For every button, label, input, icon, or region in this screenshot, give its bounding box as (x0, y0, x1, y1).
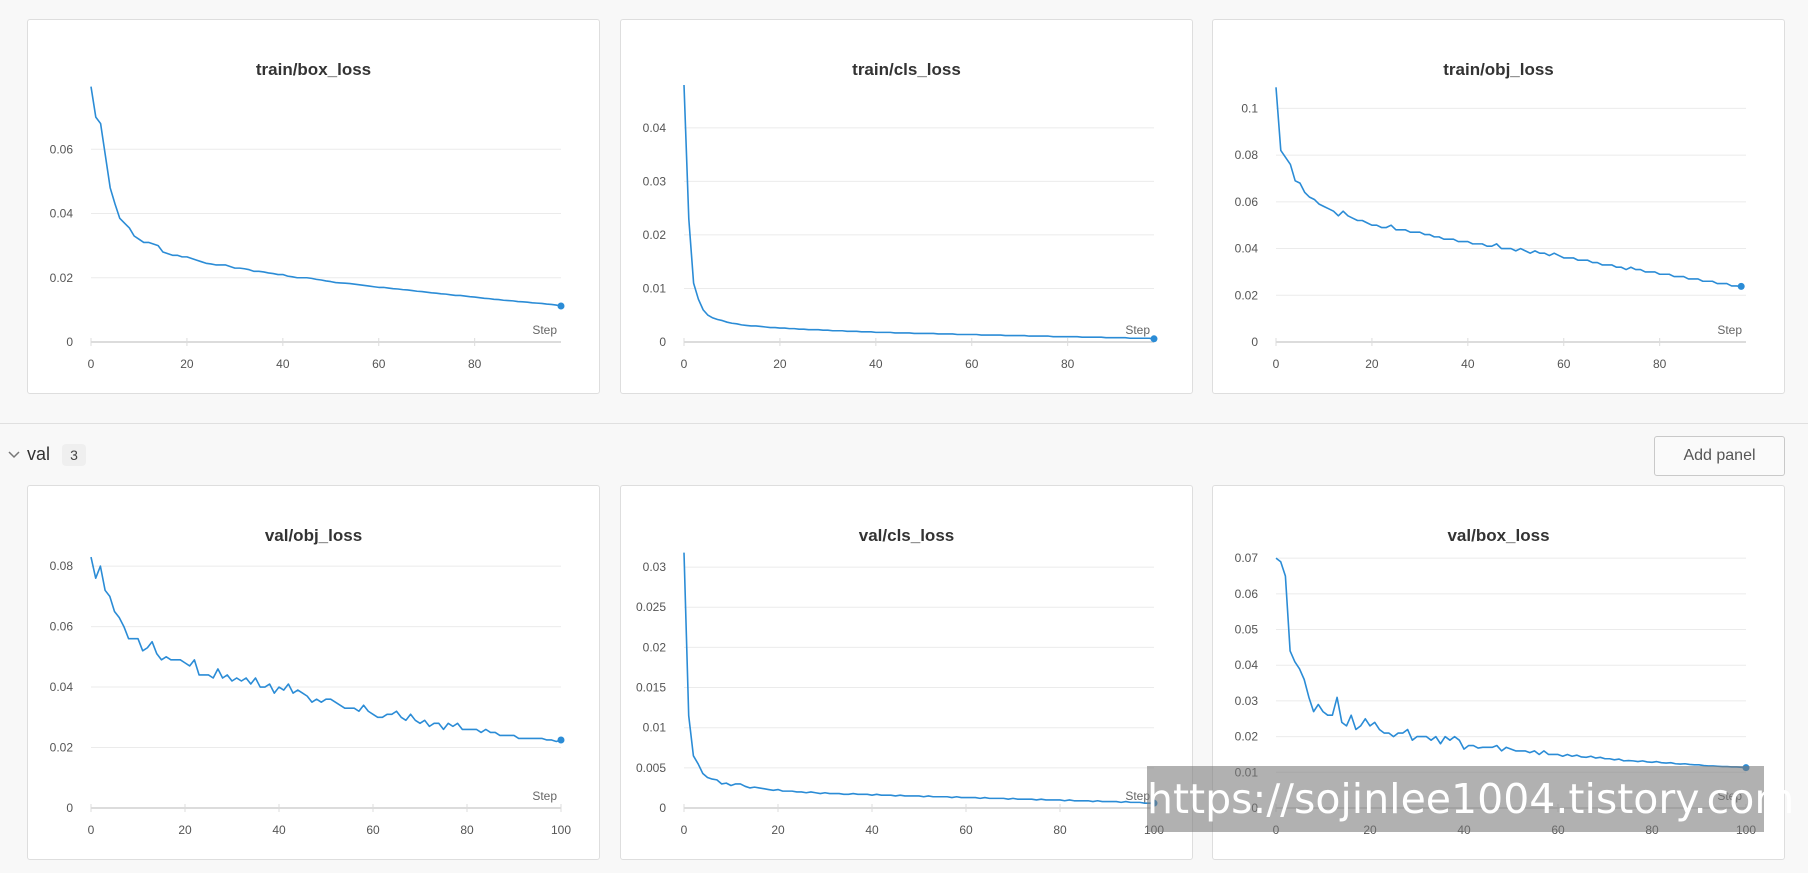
panel-title: val/box_loss (1447, 526, 1550, 545)
y-tick-label: 0.02 (643, 228, 667, 242)
x-tick-label: 40 (272, 823, 286, 837)
y-tick-label: 0.06 (1235, 587, 1259, 601)
series-line (683, 84, 1155, 340)
x-tick-label: 80 (1653, 357, 1667, 371)
chart-panel-train-cls-loss[interactable]: train/cls_loss 0 0.01 0.02 0.03 0.04 0 20 40 60 8… (620, 19, 1193, 394)
x-tick-label: 40 (276, 357, 290, 371)
y-tick-label: 0.07 (1235, 551, 1259, 565)
y-tick-label: 0.02 (1235, 730, 1259, 744)
x-tick-label: 0 (1273, 357, 1280, 371)
panel-title: train/cls_loss (852, 60, 961, 79)
section-title: val (27, 444, 51, 464)
y-tick-label: 0.04 (643, 121, 667, 135)
x-tick-label: 20 (178, 823, 192, 837)
line-chart: 0 0.02 0.04 0.06 0 20 40 60 80 Step (50, 86, 565, 371)
y-tick-label: 0 (659, 801, 666, 815)
y-tick-label: 0.03 (1235, 694, 1259, 708)
y-tick-label: 0.02 (50, 741, 74, 755)
y-tick-label: 0.05 (1235, 623, 1259, 637)
x-tick-label: 60 (1557, 357, 1571, 371)
panel-title: val/obj_loss (264, 526, 363, 545)
x-tick-label: 80 (1061, 357, 1075, 371)
last-point-marker (557, 302, 565, 310)
y-tick-label: 0.01 (643, 721, 667, 735)
series-line (90, 556, 562, 743)
last-point-marker (1737, 282, 1745, 290)
y-tick-label: 0.005 (636, 761, 666, 775)
y-tick-label: 0.04 (50, 207, 74, 221)
y-tick-label: 0.08 (50, 559, 74, 573)
last-point-marker (557, 736, 565, 744)
x-tick-label: 20 (773, 357, 787, 371)
panel-count-badge: 3 (62, 444, 86, 466)
y-tick-label: 0.06 (50, 620, 74, 634)
x-tick-label: 100 (551, 823, 571, 837)
series-line (90, 86, 562, 307)
x-tick-label: 40 (1461, 357, 1475, 371)
x-tick-label: 0 (681, 357, 688, 371)
chevron-down-icon[interactable] (6, 446, 22, 462)
x-tick-label: 40 (869, 357, 883, 371)
y-tick-label: 0.03 (643, 560, 667, 574)
line-chart: 00.0050.010.0150.020.0250.03020406080100… (636, 552, 1164, 837)
x-tick-label: 0 (88, 357, 95, 371)
x-tick-label: 0 (681, 823, 688, 837)
y-tick-label: 0.02 (50, 271, 74, 285)
panel-title: train/obj_loss (1443, 60, 1554, 79)
y-tick-label: 0.04 (50, 680, 74, 694)
line-chart: 0 0.02 0.04 0.06 0.08 0 20 40 60 80 100 Step (50, 556, 571, 837)
y-tick-label: 0.08 (1235, 148, 1259, 162)
y-tick-label: 0 (1251, 335, 1258, 349)
x-tick-label: 20 (1365, 357, 1379, 371)
x-tick-label: 0 (88, 823, 95, 837)
x-tick-label: 60 (372, 357, 386, 371)
x-tick-label: 60 (965, 357, 979, 371)
y-tick-label: 0.015 (636, 681, 666, 695)
y-tick-label: 0.02 (1235, 288, 1259, 302)
section-divider (0, 423, 1808, 424)
add-panel-button[interactable]: Add panel (1654, 436, 1785, 476)
x-tick-label: 60 (959, 823, 973, 837)
line-chart: 0 0.02 0.04 0.06 0.08 0.1 0 20 40 60 80 Step (1235, 87, 1746, 371)
y-tick-label: 0 (66, 335, 73, 349)
x-tick-label: 80 (460, 823, 474, 837)
last-point-marker (1150, 335, 1158, 343)
x-tick-label: 80 (468, 357, 482, 371)
chart-panel-val-cls-loss[interactable]: val/cls_loss 0 0.005 0.01 0.015 0.02 0.025 0.0… (620, 485, 1193, 860)
y-tick-label: 0.01 (643, 281, 667, 295)
line-chart: 0 0.01 0.02 0.03 0.04 0 20 40 60 80 Step (643, 84, 1158, 371)
x-axis-label: Step (1717, 323, 1742, 337)
chart-panel-train-box-loss[interactable]: train/box_loss 0 0.02 0.04 0.06 0 20 40 60 80 Ste… (27, 19, 600, 394)
y-tick-label: 0.02 (643, 640, 667, 654)
x-tick-label: 80 (1053, 823, 1067, 837)
series-line (1275, 557, 1747, 769)
panel-title: train/box_loss (255, 60, 372, 79)
chart-panel-train-obj-loss[interactable]: train/obj_loss 0 0.02 0.04 0.06 0.08 0.1 0 20 40… (1212, 19, 1785, 394)
y-tick-label: 0 (66, 801, 73, 815)
y-tick-label: 0.04 (1235, 658, 1259, 672)
y-tick-label: 0.06 (50, 142, 74, 156)
y-tick-label: 0.03 (643, 174, 667, 188)
y-tick-label: 0 (659, 335, 666, 349)
y-tick-label: 0.025 (636, 600, 666, 614)
panel-title: val/cls_loss (858, 526, 955, 545)
y-tick-label: 0.06 (1235, 195, 1259, 209)
y-tick-label: 0.04 (1235, 242, 1259, 256)
x-tick-label: 40 (865, 823, 879, 837)
series-line (683, 552, 1154, 804)
x-tick-label: 60 (366, 823, 380, 837)
series-line (1275, 87, 1742, 288)
x-tick-label: 20 (771, 823, 785, 837)
y-tick-label: 0.1 (1241, 101, 1258, 115)
chart-panel-val-obj-loss[interactable]: val/obj_loss 0 0.02 0.04 0.06 0.08 0 20 40 60 80 1… (27, 485, 600, 860)
x-tick-label: 20 (180, 357, 194, 371)
x-axis-label: Step (532, 323, 557, 337)
x-axis-label: Step (1125, 789, 1150, 803)
watermark-url: https://sojinlee1004.tistory.com (1147, 766, 1794, 832)
x-axis-label: Step (1125, 323, 1150, 337)
x-axis-label: Step (532, 789, 557, 803)
